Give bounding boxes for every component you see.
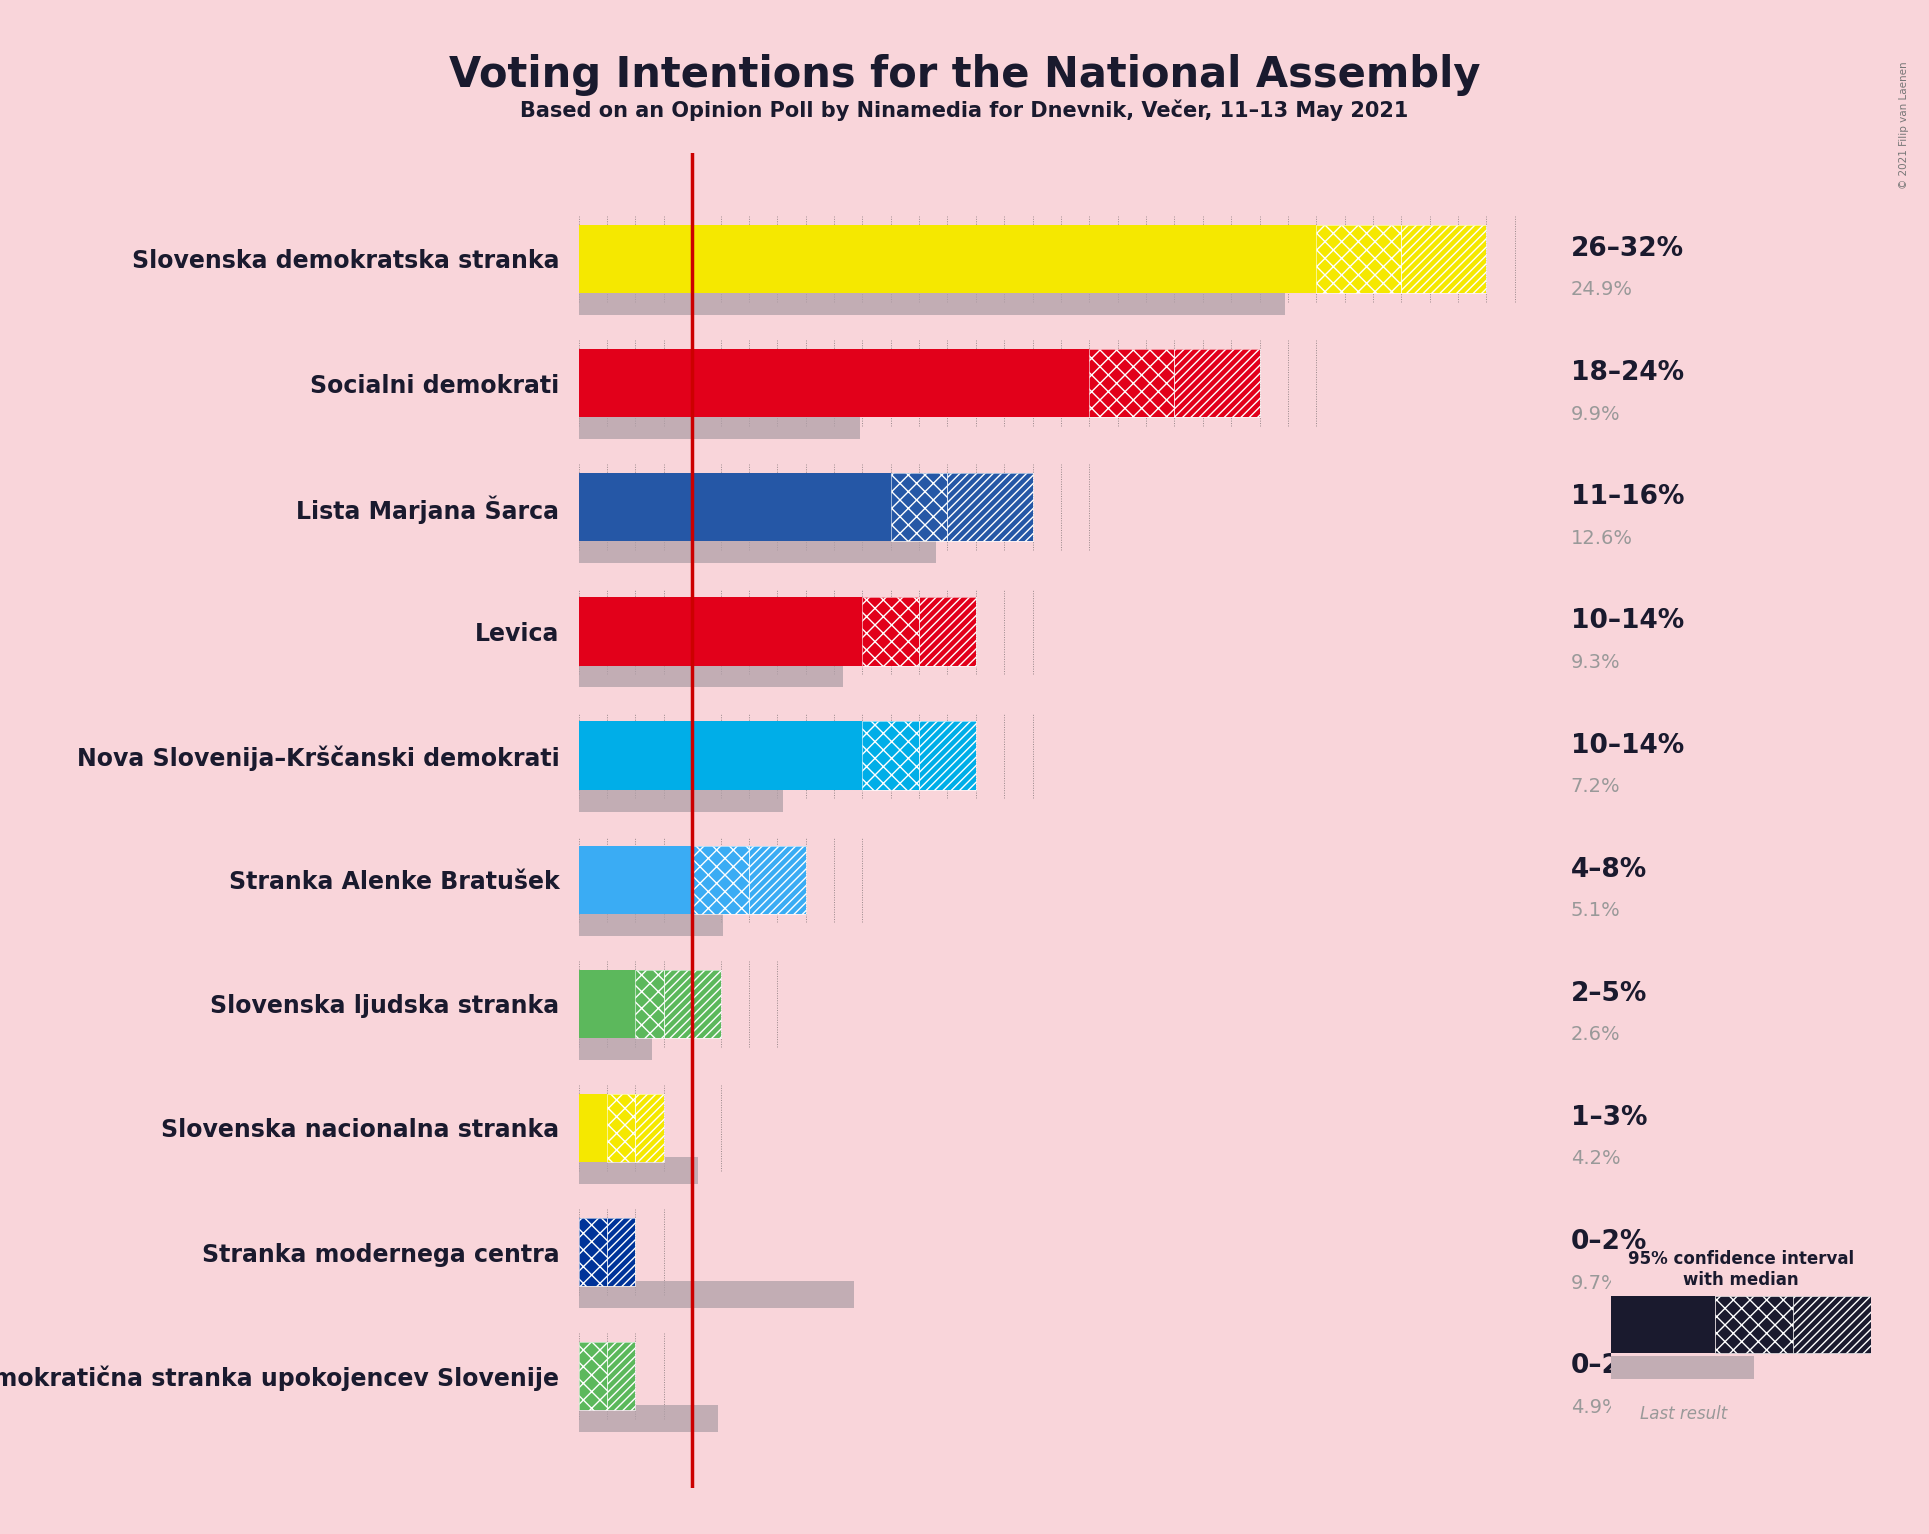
Bar — [579, 472, 891, 542]
Text: 12.6%: 12.6% — [1570, 529, 1632, 548]
Bar — [918, 721, 976, 790]
Text: 9.3%: 9.3% — [1570, 653, 1620, 672]
Bar — [1611, 1296, 1715, 1353]
Bar — [608, 1342, 635, 1410]
Bar — [579, 1342, 608, 1410]
Bar — [635, 969, 664, 1039]
Bar — [579, 597, 862, 666]
Text: 10–14%: 10–14% — [1570, 733, 1684, 759]
Text: Based on an Opinion Poll by Ninamedia for Dnevnik, Večer, 11–13 May 2021: Based on an Opinion Poll by Ninamedia fo… — [521, 100, 1408, 121]
Bar — [693, 845, 748, 914]
Text: 18–24%: 18–24% — [1570, 360, 1684, 387]
Text: 4–8%: 4–8% — [1570, 856, 1647, 882]
Text: 2–5%: 2–5% — [1570, 980, 1647, 1006]
Bar — [579, 1281, 855, 1309]
Bar — [608, 1342, 635, 1410]
Bar — [579, 1157, 698, 1184]
Bar — [1090, 348, 1175, 417]
Text: 26–32%: 26–32% — [1570, 236, 1684, 262]
Bar — [579, 845, 693, 914]
Bar — [608, 1094, 635, 1163]
Bar — [862, 597, 918, 666]
Text: 95% confidence interval
with median: 95% confidence interval with median — [1628, 1250, 1854, 1289]
Bar — [862, 721, 918, 790]
Text: 1–3%: 1–3% — [1570, 1104, 1647, 1131]
Bar — [693, 845, 748, 914]
Bar — [608, 1218, 635, 1285]
Bar — [1175, 348, 1260, 417]
Bar — [862, 597, 918, 666]
Bar — [579, 1218, 608, 1285]
Text: Voting Intentions for the National Assembly: Voting Intentions for the National Assem… — [449, 54, 1480, 95]
Bar — [1611, 1356, 1753, 1379]
Bar — [579, 287, 1285, 314]
Bar — [579, 908, 723, 936]
Bar — [748, 845, 806, 914]
Text: © 2021 Filip van Laenen: © 2021 Filip van Laenen — [1898, 61, 1910, 189]
Bar — [891, 472, 947, 542]
Text: 11–16%: 11–16% — [1570, 485, 1684, 511]
Bar — [579, 1218, 608, 1285]
Bar — [891, 472, 947, 542]
Bar — [918, 597, 976, 666]
Bar — [608, 1094, 635, 1163]
Bar — [635, 1094, 664, 1163]
Text: 7.2%: 7.2% — [1570, 778, 1620, 796]
Bar — [664, 969, 721, 1039]
Bar — [664, 969, 721, 1039]
Bar — [947, 472, 1032, 542]
Bar — [918, 721, 976, 790]
Bar — [635, 1094, 664, 1163]
Bar — [635, 969, 664, 1039]
Text: 5.1%: 5.1% — [1570, 900, 1620, 920]
Text: 9.7%: 9.7% — [1570, 1273, 1620, 1293]
Bar — [947, 472, 1032, 542]
Bar — [579, 348, 1090, 417]
Bar — [579, 969, 635, 1039]
Bar — [1400, 225, 1487, 293]
Bar — [579, 225, 1316, 293]
Bar — [579, 1405, 718, 1433]
Bar — [1792, 1296, 1871, 1353]
Bar — [748, 845, 806, 914]
Text: 9.9%: 9.9% — [1570, 405, 1620, 423]
Bar — [579, 1032, 652, 1060]
Bar — [1090, 348, 1175, 417]
Text: 4.2%: 4.2% — [1570, 1149, 1620, 1169]
Bar — [862, 721, 918, 790]
Bar — [918, 597, 976, 666]
Bar — [1316, 225, 1400, 293]
Bar — [579, 784, 783, 811]
Bar — [1316, 225, 1400, 293]
Text: 4.9%: 4.9% — [1570, 1397, 1620, 1417]
Bar — [608, 1218, 635, 1285]
Bar — [579, 535, 936, 563]
Bar — [579, 721, 862, 790]
Text: 24.9%: 24.9% — [1570, 281, 1632, 299]
Text: 0–2%: 0–2% — [1570, 1229, 1647, 1255]
Bar — [579, 660, 843, 687]
Text: 2.6%: 2.6% — [1570, 1025, 1620, 1045]
Text: Last result: Last result — [1640, 1405, 1726, 1424]
Bar — [1715, 1296, 1792, 1353]
Bar — [579, 1094, 608, 1163]
Bar — [1400, 225, 1487, 293]
Bar — [579, 1342, 608, 1410]
Text: 10–14%: 10–14% — [1570, 609, 1684, 635]
Bar — [1175, 348, 1260, 417]
Text: 0–2%: 0–2% — [1570, 1353, 1647, 1379]
Bar — [579, 411, 860, 439]
